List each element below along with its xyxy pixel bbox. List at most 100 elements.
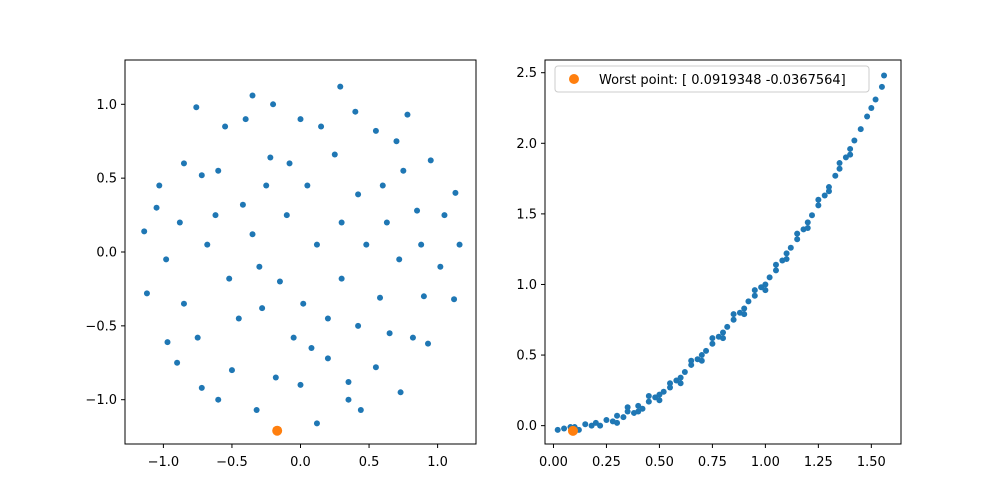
left-data-point-39: [300, 300, 307, 307]
right-data-point-41: [772, 267, 779, 274]
right-data-point-48: [809, 212, 815, 219]
left-x-tick-label: 0.5: [359, 455, 380, 470]
right-scatter-panel: 0.00 0.25 0.50 0.75 1.00 1.25 1.50 0.0 0.5 1.0 1.…: [516, 59, 902, 470]
right-data-point-79: [709, 335, 716, 342]
left-data-point-20: [239, 201, 246, 208]
right-data-point-6: [588, 422, 595, 429]
right-data-point-35: [741, 305, 748, 312]
right-data-point-29: [709, 340, 716, 347]
left-data-point-28: [355, 322, 362, 329]
left-data-point-33: [204, 241, 211, 248]
left-data-point-47: [228, 367, 235, 374]
left-data-point-38: [276, 278, 283, 285]
left-data-point-10: [397, 389, 404, 396]
right-data-point-59: [868, 105, 875, 111]
right-data-point-68: [720, 335, 726, 342]
left-data-point-8: [451, 296, 458, 303]
right-data-point-43: [783, 250, 790, 257]
left-x-tick-label: −0.5: [216, 455, 248, 470]
left-data-point-16: [143, 290, 150, 297]
right-data-point-82: [772, 261, 779, 268]
right-data-point-49: [815, 202, 822, 209]
left-data-point-4: [404, 111, 411, 118]
right-data-point-73: [825, 188, 832, 195]
left-worst-point: [272, 425, 283, 436]
right-data-point-67: [698, 357, 705, 364]
left-data-point-63: [235, 315, 242, 322]
right-data-point-66: [677, 380, 684, 387]
left-data-point-5: [427, 157, 434, 164]
left-data-point-51: [163, 256, 170, 263]
right-x-tick-label: 0.75: [698, 455, 727, 470]
left-data-point-50: [437, 263, 444, 270]
left-data-point-61: [256, 263, 263, 270]
left-data-point-3: [337, 83, 344, 90]
right-data-point-47: [804, 219, 811, 226]
left-scatter-panel: −1.0 −0.5 0.0 0.5 1.0 −1.0 −0.5 0.0 0.5 1.0: [85, 59, 477, 470]
left-data-point-11: [357, 407, 364, 414]
left-data-point-55: [242, 116, 249, 123]
left-y-tick-label: 0.5: [96, 172, 117, 187]
right-data-point-23: [677, 374, 684, 381]
left-x-tick-label: 0.0: [290, 455, 311, 470]
left-y-tick-label: −0.5: [85, 319, 117, 334]
right-y-tick-label: 2.0: [516, 137, 537, 152]
left-data-point-66: [324, 315, 331, 322]
right-data-point-16: [639, 405, 646, 412]
left-data-point-27: [377, 294, 384, 301]
right-data-point-72: [804, 225, 811, 231]
right-x-tick-label: 0.00: [539, 455, 568, 470]
right-data-point-54: [842, 154, 849, 161]
right-data-point-1: [561, 425, 568, 432]
left-data-point-76: [345, 396, 352, 403]
right-points-layer: [554, 72, 888, 436]
left-y-tick-label: 1.0: [96, 98, 117, 113]
legend-box: [554, 65, 870, 93]
left-data-point-70: [263, 182, 270, 189]
left-data-point-13: [253, 407, 260, 414]
right-data-point-75: [624, 404, 631, 411]
left-data-point-1: [193, 104, 200, 111]
left-data-point-41: [420, 293, 427, 300]
left-data-point-7: [456, 241, 463, 248]
left-x-axis: −1.0 −0.5 0.0 0.5 1.0: [148, 444, 448, 470]
left-data-point-0: [180, 160, 187, 167]
left-data-point-46: [372, 364, 379, 371]
left-data-point-21: [267, 154, 274, 161]
right-data-point-20: [660, 388, 667, 395]
right-data-point-44: [787, 244, 794, 251]
left-data-point-65: [212, 212, 219, 219]
right-data-point-12: [620, 414, 627, 421]
left-data-point-12: [313, 420, 320, 427]
left-data-point-25: [383, 219, 390, 226]
left-data-point-17: [141, 228, 148, 235]
right-data-point-53: [836, 165, 843, 172]
left-data-point-52: [318, 123, 325, 130]
right-y-tick-label: 0.5: [516, 349, 537, 364]
left-data-point-60: [338, 219, 345, 226]
right-data-point-22: [673, 377, 680, 384]
left-data-point-14: [198, 384, 205, 391]
right-data-point-80: [730, 311, 737, 318]
left-y-tick-label: −1.0: [85, 393, 117, 408]
left-data-point-53: [272, 374, 279, 381]
left-data-point-57: [194, 334, 201, 341]
right-data-point-8: [597, 422, 604, 429]
right-data-point-33: [730, 316, 737, 323]
right-data-point-19: [656, 391, 663, 398]
left-data-point-2: [249, 92, 256, 99]
left-data-point-67: [286, 160, 293, 167]
right-data-point-17: [645, 398, 652, 405]
right-worst-point: [567, 425, 578, 436]
left-data-point-68: [308, 345, 315, 351]
right-data-point-21: [667, 384, 674, 391]
left-data-point-42: [180, 300, 187, 307]
left-data-point-9: [425, 340, 432, 347]
left-data-point-58: [409, 334, 416, 341]
right-data-point-39: [762, 281, 769, 288]
right-x-axis: 0.00 0.25 0.50 0.75 1.00 1.25 1.50: [539, 444, 886, 470]
legend-label-worst-point: Worst point: [ 0.0919348 -0.0367564]: [599, 73, 846, 88]
left-data-point-34: [249, 231, 256, 238]
left-data-point-40: [414, 207, 421, 214]
